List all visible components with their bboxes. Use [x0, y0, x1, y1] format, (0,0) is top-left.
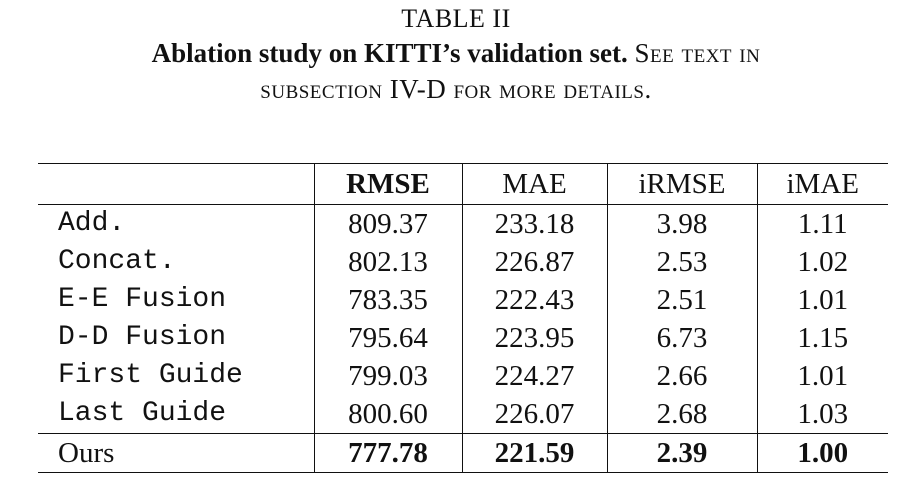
rmse-cell: 800.60	[313, 395, 462, 434]
rmse-cell: 799.03	[313, 357, 462, 395]
ablation-table: RMSE MAE iRMSE iMAE Add. 809.37 233.18 3…	[38, 163, 888, 473]
row-name-cell: Concat.	[58, 246, 176, 277]
imae-cell: 1.11	[756, 204, 888, 243]
header-irmse: iRMSE	[606, 163, 757, 205]
row-name-cell: First Guide	[58, 360, 243, 391]
imae-cell: 1.15	[756, 319, 888, 357]
rmse-cell: 802.13	[313, 243, 462, 281]
imae-cell: 1.01	[756, 357, 888, 395]
mae-cell: 224.27	[461, 357, 607, 395]
table-row-ours: Ours 777.78 221.59 2.39 1.00	[38, 433, 888, 473]
row-name-cell: Add.	[58, 208, 126, 239]
imae-cell: 1.03	[756, 395, 888, 434]
mae-cell: 223.95	[461, 319, 607, 357]
irmse-cell: 2.68	[606, 395, 757, 434]
table-caption-line-1: Ablation study on KITTI’s validation set…	[0, 38, 912, 69]
header-mae: MAE	[461, 163, 607, 205]
table-row: First Guide 799.03 224.27 2.66 1.01	[38, 357, 888, 395]
irmse-cell: 2.53	[606, 243, 757, 281]
rmse-cell: 809.37	[313, 204, 462, 243]
table-label: TABLE II	[401, 4, 511, 33]
imae-cell-ours: 1.00	[756, 433, 888, 473]
irmse-cell: 2.51	[606, 281, 757, 319]
irmse-cell: 3.98	[606, 204, 757, 243]
table-row: Last Guide 800.60 226.07 2.68 1.03	[38, 395, 888, 434]
table-header-row: RMSE MAE iRMSE iMAE	[38, 163, 888, 205]
mae-cell: 233.18	[461, 204, 607, 243]
irmse-cell-ours: 2.39	[606, 433, 757, 473]
row-name-cell: D-D Fusion	[58, 322, 227, 353]
rmse-cell: 783.35	[313, 281, 462, 319]
irmse-cell: 2.66	[606, 357, 757, 395]
rmse-cell: 795.64	[313, 319, 462, 357]
mae-cell-ours: 221.59	[461, 433, 607, 473]
irmse-cell: 6.73	[606, 319, 757, 357]
header-empty-cell	[38, 163, 314, 205]
imae-cell: 1.01	[756, 281, 888, 319]
mae-cell: 222.43	[461, 281, 607, 319]
mae-cell: 226.07	[461, 395, 607, 434]
table-row: D-D Fusion 795.64 223.95 6.73 1.15	[38, 319, 888, 357]
table-caption-text-1: See text in	[634, 38, 761, 68]
table-row: Concat. 802.13 226.87 2.53 1.02	[38, 243, 888, 281]
mae-cell: 226.87	[461, 243, 607, 281]
row-name-cell: E-E Fusion	[58, 284, 227, 315]
row-name-cell: Last Guide	[58, 398, 227, 429]
row-name-cell-ours: Ours	[38, 433, 314, 473]
header-rmse: RMSE	[313, 163, 462, 205]
imae-cell: 1.02	[756, 243, 888, 281]
table-row: E-E Fusion 783.35 222.43 2.51 1.01	[38, 281, 888, 319]
rmse-cell-ours: 777.78	[313, 433, 462, 473]
header-imae: iMAE	[756, 163, 888, 205]
table-row: Add. 809.37 233.18 3.98 1.11	[38, 204, 888, 243]
table-caption-title: Ablation study on KITTI’s validation set…	[151, 38, 628, 68]
table-caption-text-2: subsection IV-D for more details.	[260, 74, 652, 104]
